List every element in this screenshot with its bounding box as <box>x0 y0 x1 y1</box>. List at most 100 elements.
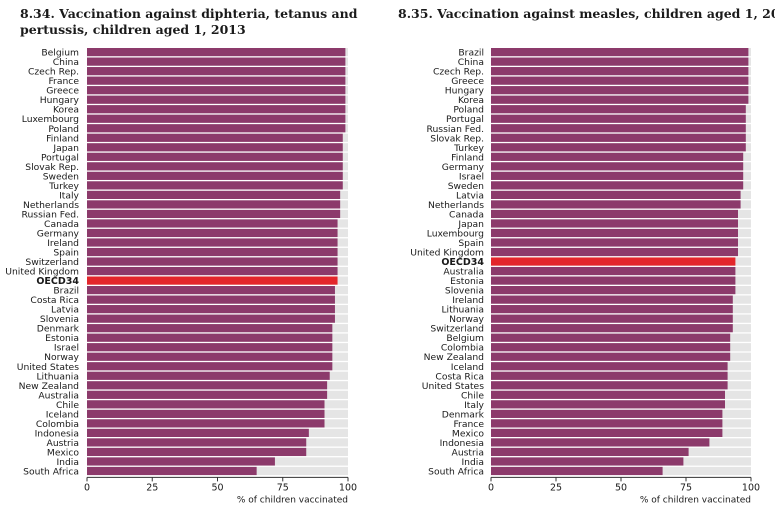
category-label: Indonesia <box>35 428 79 439</box>
category-label: Slovak Rep. <box>25 162 79 173</box>
category-label: Indonesia <box>440 438 484 449</box>
chart-title-measles: 8.35. Vaccination against measles, child… <box>398 6 775 22</box>
category-label: Portugal <box>446 114 484 125</box>
bar <box>87 181 343 190</box>
bar <box>87 86 346 95</box>
bar <box>491 124 746 133</box>
category-label: Latvia <box>456 190 484 201</box>
category-label: Germany <box>442 162 485 173</box>
category-label: Luxembourg <box>427 228 484 239</box>
bar <box>491 181 744 190</box>
bar <box>87 67 346 76</box>
bar <box>87 466 257 476</box>
category-label: France <box>48 76 79 87</box>
bar <box>491 48 749 57</box>
bar <box>87 247 338 257</box>
bar <box>87 162 343 171</box>
x-tick-label: 100 <box>339 482 357 493</box>
bar <box>87 400 325 409</box>
category-label: Norway <box>44 352 79 363</box>
category-label: Austria <box>47 438 79 449</box>
category-label: Estonia <box>450 276 484 287</box>
category-label: Slovenia <box>40 314 79 325</box>
category-label: Finland <box>451 152 484 163</box>
bar <box>87 238 338 247</box>
category-label: Italy <box>59 190 79 201</box>
category-label: Slovak Rep. <box>430 133 484 144</box>
category-label: New Zealand <box>424 352 484 363</box>
x-axis-label: % of children vaccinated <box>640 495 751 505</box>
bar <box>87 133 343 142</box>
bar <box>87 428 309 437</box>
bar <box>491 409 723 418</box>
bar <box>491 86 749 95</box>
bar <box>491 57 749 66</box>
bar <box>87 114 346 123</box>
category-label: Switzerland <box>430 324 484 335</box>
category-label: Austria <box>452 447 484 458</box>
bar <box>491 438 710 447</box>
category-label: Russian Fed. <box>427 124 484 135</box>
category-label: Lithuania <box>441 305 484 316</box>
category-label: Sweden <box>448 181 484 192</box>
category-label: Poland <box>48 124 79 135</box>
category-label: Turkey <box>453 143 484 154</box>
bar <box>491 171 744 180</box>
bar <box>87 343 333 352</box>
category-label: Latvia <box>51 305 79 316</box>
bar <box>491 362 728 371</box>
category-label: Poland <box>453 105 484 116</box>
bar <box>87 457 275 466</box>
category-label: Netherlands <box>23 200 79 211</box>
bar <box>491 133 746 142</box>
bar <box>491 400 725 409</box>
category-label: United Kingdom <box>5 267 79 278</box>
category-label: OECD34 <box>36 276 79 287</box>
category-label: Chile <box>56 400 79 411</box>
category-label: Greece <box>46 86 79 97</box>
x-tick-label: 100 <box>742 482 760 493</box>
x-tick-label: 50 <box>211 482 223 493</box>
category-label: Germany <box>37 228 80 239</box>
bar <box>87 209 341 219</box>
category-label: Australia <box>443 267 484 278</box>
bar <box>87 76 346 85</box>
category-label: China <box>53 57 79 68</box>
bar <box>87 124 346 133</box>
category-label: Estonia <box>45 333 79 344</box>
category-label: France <box>453 419 484 430</box>
category-label: Lithuania <box>36 371 79 382</box>
bar <box>491 305 733 314</box>
bar <box>87 438 307 447</box>
category-label: Czech Rep. <box>28 67 79 78</box>
bar <box>87 143 343 152</box>
category-label: Korea <box>458 95 484 106</box>
bar <box>87 295 335 304</box>
category-label: Ireland <box>452 295 484 306</box>
category-label: Mexico <box>47 447 79 458</box>
bar-highlight <box>87 276 338 285</box>
bar <box>491 419 723 428</box>
bar <box>87 219 338 228</box>
category-label: Greece <box>451 76 484 87</box>
x-tick-label: 25 <box>146 482 158 493</box>
bar <box>87 105 346 114</box>
bar <box>491 143 746 152</box>
category-label: Brazil <box>458 48 484 59</box>
bar <box>491 428 723 437</box>
category-label: Netherlands <box>428 200 484 211</box>
bar <box>87 324 333 333</box>
x-tick-label: 50 <box>615 482 627 493</box>
category-label: South Africa <box>23 466 79 477</box>
bar <box>87 305 335 314</box>
bar <box>87 362 333 371</box>
bar <box>87 228 338 238</box>
category-label: Portugal <box>41 152 79 163</box>
bar <box>491 466 663 476</box>
bar <box>87 266 338 276</box>
category-label: Japan <box>457 219 484 230</box>
category-label: Canada <box>449 209 484 220</box>
category-label: Turkey <box>48 181 79 192</box>
chart-title-dtp: 8.34. Vaccination against diphteria, tet… <box>20 6 357 38</box>
